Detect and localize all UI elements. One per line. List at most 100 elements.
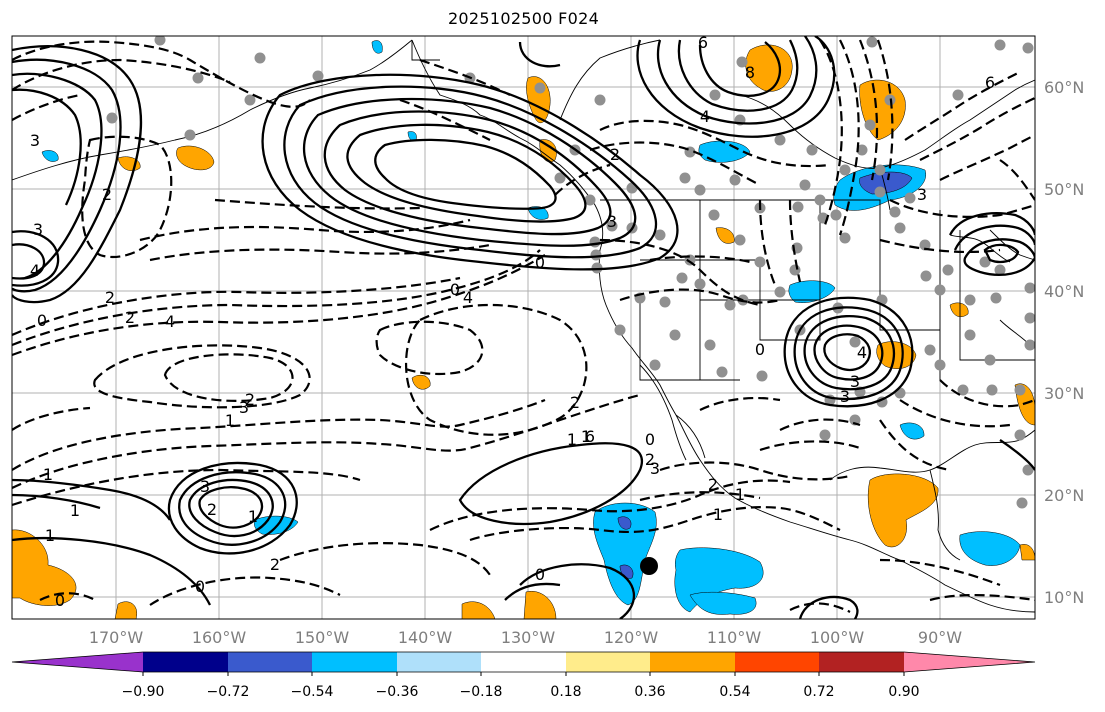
station-dot xyxy=(716,366,728,378)
station-dot xyxy=(709,89,721,101)
contour-label: 2 xyxy=(270,555,280,574)
contour-label: 1 xyxy=(70,501,80,520)
station-dot xyxy=(789,264,801,276)
contour-label: 2 xyxy=(125,308,135,327)
station-dot xyxy=(704,339,716,351)
lon-label: 170°W xyxy=(89,628,144,647)
colorbar-tick-label: 0.90 xyxy=(888,684,919,700)
lat-label: 20°N xyxy=(1044,486,1084,505)
station-dot xyxy=(669,329,681,341)
colorbar-tick-label: 0.54 xyxy=(719,684,750,700)
contour-label: 3 xyxy=(917,185,927,204)
station-dot xyxy=(774,134,786,146)
station-dot xyxy=(994,39,1006,51)
station-dot xyxy=(106,112,118,124)
colorbar-tick-label: −0.90 xyxy=(122,684,165,700)
station-dot xyxy=(729,174,741,186)
station-dot xyxy=(654,229,666,241)
contour-label: 8 xyxy=(745,63,755,82)
colorbar-swatch xyxy=(143,652,228,672)
station-dot xyxy=(934,284,946,296)
contour-label: 1 xyxy=(248,507,258,526)
colorbar-swatch xyxy=(904,652,1035,672)
colorbar-swatch xyxy=(12,652,143,672)
contour-label: 2 xyxy=(245,390,255,409)
longitude-labels: 170°W 160°W 150°W 140°W 130°W 120°W 110°W 100°W… xyxy=(89,628,962,647)
station-dot xyxy=(1014,429,1026,441)
station-dot xyxy=(708,209,720,221)
lon-label: 150°W xyxy=(295,628,350,647)
station-dot xyxy=(814,194,826,206)
station-dot xyxy=(734,234,746,246)
contour-label: 1 xyxy=(43,465,53,484)
station-dot xyxy=(614,324,626,336)
contour-label: 3 xyxy=(840,387,850,406)
station-dot xyxy=(1024,339,1035,351)
contour-label: 1 xyxy=(581,427,591,446)
lon-label: 160°W xyxy=(192,628,247,647)
colorbar-tick-label: −0.54 xyxy=(291,684,334,700)
contour-label: 4 xyxy=(30,261,40,280)
shaded-blue-regions xyxy=(41,40,1021,615)
colorbar-swatch xyxy=(735,652,819,672)
colorbar-tick-label: −0.36 xyxy=(376,684,419,700)
station-dot xyxy=(606,220,618,232)
station-dot xyxy=(534,82,546,94)
contour-label: 0 xyxy=(450,280,460,299)
station-dot xyxy=(920,270,932,282)
colorbar-tick-label: 0.18 xyxy=(550,684,581,700)
colorbar: −0.90 −0.72 −0.54 −0.36 −0.18 0.18 0.36 0.54 0.7… xyxy=(11,651,1036,700)
storm-marker xyxy=(640,557,658,575)
contour-label: 2 xyxy=(708,475,718,494)
contour-label: 0 xyxy=(55,591,65,610)
station-dot xyxy=(894,387,906,399)
station-dot xyxy=(554,172,566,184)
lon-label: 100°W xyxy=(810,628,865,647)
station-dot xyxy=(584,194,596,206)
colorbar-tick-label: 0.72 xyxy=(803,684,834,700)
contour-label: 2 xyxy=(570,393,580,412)
station-dot xyxy=(924,344,936,356)
contour-label: 3 xyxy=(30,131,40,150)
map-title: 2025102500 F024 xyxy=(447,9,600,28)
station-dot xyxy=(1016,497,1028,509)
lon-label: 120°W xyxy=(604,628,659,647)
station-dot xyxy=(866,36,878,48)
contour-label: 3 xyxy=(200,477,210,496)
station-dot xyxy=(736,56,748,68)
station-dot xyxy=(154,36,166,46)
station-dot xyxy=(774,286,786,298)
latitude-labels: 60°N 50°N 40°N 30°N 20°N 10°N xyxy=(1044,78,1084,607)
colorbar-swatch xyxy=(481,652,566,672)
station-dot xyxy=(904,192,916,204)
station-dot xyxy=(952,89,964,101)
station-dot xyxy=(964,329,976,341)
station-dot xyxy=(694,184,706,196)
colorbar-swatch xyxy=(650,652,735,672)
station-dot xyxy=(792,201,804,213)
station-dot xyxy=(254,52,266,64)
station-dot xyxy=(724,299,736,311)
contour-label: 3 xyxy=(607,212,617,231)
contour-label: 0 xyxy=(37,311,47,330)
station-dot xyxy=(849,414,861,426)
lat-label: 60°N xyxy=(1044,78,1084,97)
station-dot xyxy=(919,239,931,251)
station-dot xyxy=(849,336,861,348)
station-dot xyxy=(1022,464,1034,476)
station-dot xyxy=(1024,312,1035,324)
contour-label: 1 xyxy=(735,485,745,504)
colorbar-tick-label: 0.36 xyxy=(634,684,665,700)
colorbar-tick-label: −0.18 xyxy=(460,684,503,700)
station-dot xyxy=(184,129,196,141)
contour-label: 3 xyxy=(239,398,249,417)
station-dot xyxy=(679,172,691,184)
colorbar-tick-label: −0.72 xyxy=(207,684,250,700)
lon-label: 140°W xyxy=(398,628,453,647)
contour-label: 3 xyxy=(650,459,660,478)
lat-label: 10°N xyxy=(1044,588,1084,607)
contour-label: 3 xyxy=(33,220,43,239)
